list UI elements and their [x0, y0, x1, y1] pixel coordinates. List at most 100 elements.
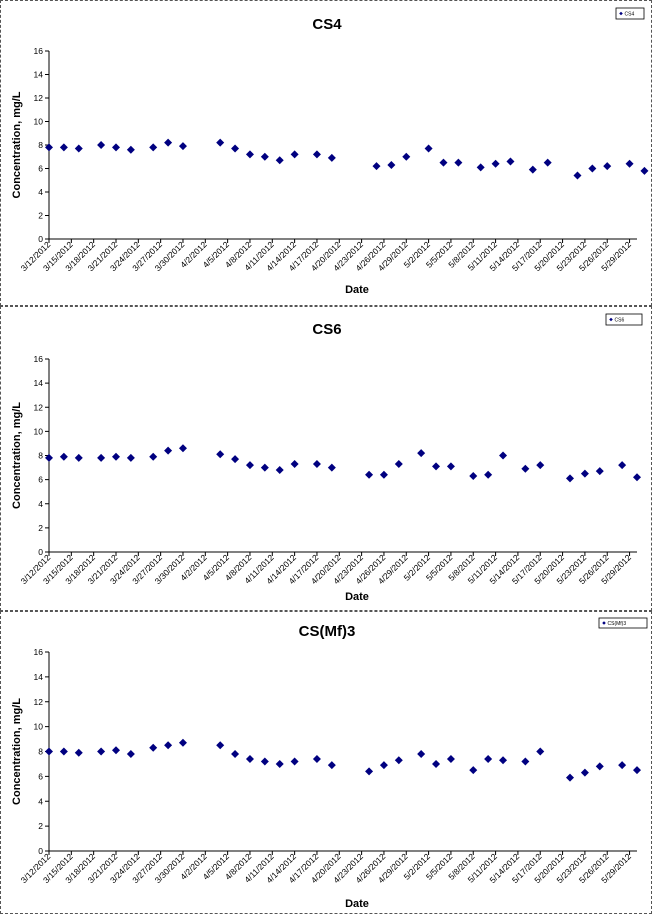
data-point — [536, 461, 545, 470]
data-point — [327, 761, 336, 770]
y-tick-label: 2 — [38, 821, 43, 831]
chart-panel-cs4: CS4 CS4 0 2 4 6 8 10 12 14 16 3/12/2012 3/15/2012 3/1… — [0, 0, 652, 306]
data-point — [454, 158, 463, 167]
data-point — [379, 761, 388, 770]
x-axis-label: Date — [345, 898, 369, 910]
y-tick-label: 12 — [34, 697, 44, 707]
y-tick-label: 16 — [34, 354, 44, 364]
data-point — [379, 470, 388, 479]
data-point — [618, 461, 627, 470]
chart-title: CS(Mf)3 — [299, 623, 356, 640]
data-point — [97, 453, 106, 462]
x-axis-label: Date — [345, 284, 369, 296]
data-point — [149, 143, 158, 152]
y-tick-label: 10 — [34, 426, 44, 436]
data-point — [446, 754, 455, 763]
data-point — [484, 754, 493, 763]
legend-label: CS4 — [625, 11, 635, 17]
data-point — [432, 462, 441, 471]
data-point — [97, 141, 106, 149]
y-tick-label: 4 — [38, 499, 43, 509]
data-point — [394, 756, 403, 765]
legend-box — [598, 617, 648, 629]
legend-label: CS(Mf)3 — [608, 621, 627, 627]
data-point — [290, 459, 299, 468]
data-point — [365, 767, 374, 776]
legend-marker — [619, 11, 623, 16]
data-point — [59, 452, 68, 461]
legend-marker — [602, 621, 606, 625]
data-point — [566, 773, 575, 782]
data-point — [260, 463, 269, 472]
chart-svg-csmf3: CS(Mf)3 CS(Mf)302468101214163/12/20123/15… — [11, 617, 648, 910]
data-point — [640, 166, 649, 175]
data-point — [45, 143, 53, 152]
data-point — [216, 741, 225, 750]
data-point — [178, 142, 187, 151]
y-tick-label: 2 — [38, 211, 43, 221]
data-point — [149, 452, 158, 461]
data-point — [625, 159, 634, 168]
legend-marker — [609, 317, 613, 322]
data-point — [528, 165, 537, 174]
data-point — [536, 747, 545, 756]
data-point — [45, 747, 53, 756]
y-tick-label: 2 — [38, 523, 43, 533]
data-point — [603, 162, 612, 171]
data-point — [439, 158, 448, 167]
data-point — [484, 470, 493, 479]
data-point — [372, 162, 381, 171]
data-point — [126, 145, 135, 154]
y-tick-label: 12 — [34, 93, 44, 103]
data-point — [312, 459, 321, 468]
data-point — [231, 455, 240, 464]
data-point — [543, 158, 552, 167]
y-tick-label: 16 — [34, 46, 44, 56]
data-point — [491, 159, 500, 168]
data-point — [231, 144, 240, 153]
data-point — [506, 157, 515, 166]
chart-title: CS4 — [312, 16, 342, 33]
data-point — [476, 163, 485, 172]
legend: CS4 — [615, 7, 645, 20]
y-tick-label: 8 — [38, 140, 43, 150]
y-tick-label: 4 — [38, 187, 43, 197]
data-point — [245, 754, 254, 763]
data-point — [275, 465, 284, 474]
data-point — [327, 153, 336, 162]
data-point — [402, 152, 411, 161]
y-tick-label: 12 — [34, 402, 44, 412]
data-point — [74, 748, 83, 757]
data-point — [633, 473, 641, 482]
legend-box — [615, 7, 645, 20]
data-point — [59, 143, 68, 152]
y-axis-label: Concentration, mg/L — [11, 91, 23, 198]
data-point — [45, 453, 53, 462]
data-point — [164, 138, 173, 147]
data-point — [580, 768, 589, 777]
data-point — [365, 470, 374, 479]
data-point — [394, 459, 403, 468]
chart-panel-csmf3: CS(Mf)3 CS(Mf)3 0 2 4 6 8 10 12 14 16 3/12/2012 3/15… — [0, 611, 652, 914]
data-point — [312, 754, 321, 763]
data-point — [231, 749, 240, 758]
y-tick-label: 10 — [34, 722, 44, 732]
data-point — [178, 738, 187, 747]
y-tick-label: 14 — [34, 378, 44, 388]
legend-label: CS6 — [615, 317, 625, 323]
x-axis-label: Date — [345, 591, 369, 603]
y-tick-label: 0 — [38, 547, 43, 557]
y-tick-label: 6 — [38, 771, 43, 781]
y-tick-label: 6 — [38, 164, 43, 174]
y-tick-label: 0 — [38, 846, 43, 856]
y-tick-label: 4 — [38, 796, 43, 806]
data-point — [126, 453, 135, 462]
y-tick-label: 16 — [34, 647, 44, 657]
data-point — [245, 461, 254, 470]
data-point — [327, 463, 336, 472]
y-tick-label: 14 — [34, 672, 44, 682]
data-point — [595, 467, 604, 476]
data-point — [74, 144, 83, 153]
y-tick-label: 6 — [38, 475, 43, 485]
